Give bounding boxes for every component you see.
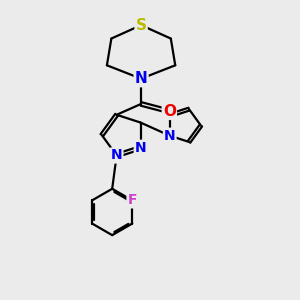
Text: O: O xyxy=(163,104,176,119)
Text: N: N xyxy=(164,129,176,143)
Text: S: S xyxy=(136,18,147,33)
Text: F: F xyxy=(128,194,137,207)
Text: N: N xyxy=(135,141,146,155)
Text: N: N xyxy=(135,71,148,86)
Text: N: N xyxy=(111,148,122,163)
